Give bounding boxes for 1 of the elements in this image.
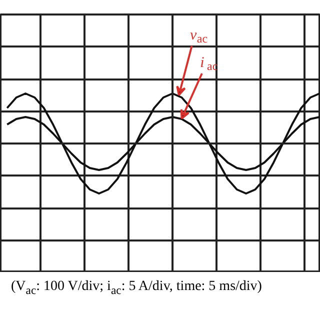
text: (V$_{ac}$: 100 V/div; i$_{ac}$: 5 A/div, time: 5 ms/div) [11,278,262,299]
